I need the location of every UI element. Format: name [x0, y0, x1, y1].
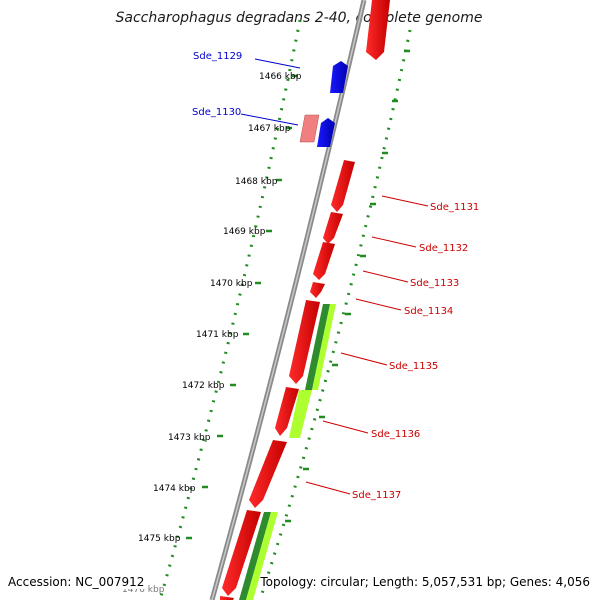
gene-label-sde-1129[interactable]: Sde_1129 [193, 51, 242, 62]
cds-top-partial[interactable] [366, 0, 390, 60]
ruler-label: 1468 kbp [235, 177, 278, 187]
connector-sde-1129 [254, 58, 301, 69]
connector-sde-1136 [322, 420, 369, 434]
ruler-major-ticks [186, 74, 298, 540]
label-connectors [240, 58, 429, 495]
ruler-label: 1475 kbp [138, 534, 181, 544]
gene-label-sde-1132[interactable]: Sde_1132 [419, 243, 468, 254]
cds-sde-1129[interactable] [330, 61, 348, 93]
genome-summary-text: Topology: circular; Length: 5,057,531 bp… [260, 575, 590, 589]
connector-sde-1135 [340, 352, 388, 366]
ruler-label: 1467 kbp [248, 124, 291, 134]
feature-dark-1[interactable] [305, 304, 330, 390]
ruler-label: 1473 kbp [168, 433, 211, 443]
cds-sde-1136[interactable] [275, 387, 299, 436]
connector-sde-1132 [371, 236, 417, 248]
map-title: Saccharophagus degradans 2-40, complete … [116, 10, 483, 26]
gene-label-sde-1136[interactable]: Sde_1136 [371, 429, 420, 440]
cds-sde-1132[interactable] [323, 212, 343, 244]
cds-bottom-partial[interactable] [222, 510, 261, 596]
cds-sde-1135[interactable] [289, 300, 320, 384]
gene-label-sde-1133[interactable]: Sde_1133 [410, 278, 459, 289]
ruler-label: 1472 kbp [182, 381, 225, 391]
connector-sde-1133 [362, 270, 409, 283]
gene-label-sde-1134[interactable]: Sde_1134 [404, 306, 453, 317]
feature-dark-2[interactable] [239, 512, 271, 600]
forward-strand-genes [220, 0, 390, 600]
cds-sde-1133[interactable] [313, 242, 335, 280]
ruler-label: 1466 kbp [259, 72, 302, 82]
cds-sde-1134[interactable] [310, 282, 325, 298]
reverse-strand-genes [299, 61, 348, 147]
cds-sde-1131[interactable] [331, 160, 355, 212]
connector-sde-1134 [355, 298, 402, 311]
accession-text: Accession: NC_007912 [8, 575, 145, 589]
gene-label-sde-1135[interactable]: Sde_1135 [389, 361, 438, 372]
inner-track-ticks [285, 49, 410, 523]
ruler-label: 1469 kbp [223, 227, 266, 237]
ruler-label: 1476 kbp [122, 585, 165, 595]
ruler-label: 1470 kbp [210, 279, 253, 289]
gene-label-sde-1131[interactable]: Sde_1131 [430, 202, 479, 213]
ruler-label: 1474 kbp [153, 484, 196, 494]
cds-sde-1130[interactable] [317, 118, 335, 147]
connector-sde-1137 [305, 481, 351, 495]
ruler-labels: 1466 kbp 1467 kbp 1468 kbp 1469 kbp 1470… [122, 72, 302, 595]
feature-light-2[interactable] [289, 390, 312, 438]
gene-labels: Sde_1129 Sde_1130 Sde_1131 Sde_1132 Sde_… [192, 51, 479, 501]
ruler-label: 1471 kbp [196, 330, 239, 340]
feature-light-3[interactable] [246, 512, 278, 600]
feature-track [239, 304, 336, 600]
gene-label-sde-1130[interactable]: Sde_1130 [192, 107, 241, 118]
connector-sde-1130 [240, 113, 299, 126]
cds-bottom-partial-2[interactable] [220, 596, 234, 600]
feature-light-1[interactable] [312, 304, 336, 390]
pseudo-cds-sde-1130[interactable] [299, 114, 320, 143]
cds-sde-1137[interactable] [249, 440, 287, 508]
connector-sde-1131 [381, 195, 429, 207]
gene-label-sde-1137[interactable]: Sde_1137 [352, 490, 401, 501]
